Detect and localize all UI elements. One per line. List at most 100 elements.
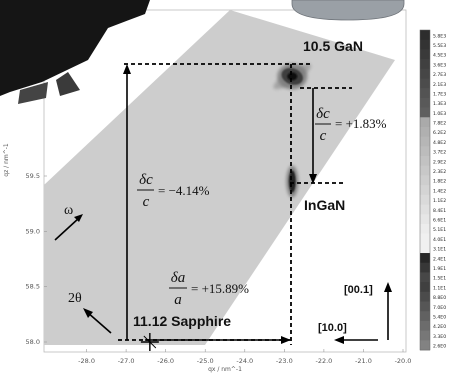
strain-c-gan-numerator: δc xyxy=(316,106,330,122)
colorbar-swatch xyxy=(420,30,430,41)
colorbar-label: 3.1E1 xyxy=(433,247,446,253)
arrowhead-right xyxy=(281,336,291,344)
dir-100-label: [10.0] xyxy=(318,322,347,334)
colorbar-label: 5.1E1 xyxy=(433,227,446,233)
colorbar-swatch xyxy=(420,78,430,89)
colorbar-swatch xyxy=(420,311,430,322)
x-axis-label: qx / nm^-1 xyxy=(208,366,242,373)
arrowhead-up xyxy=(123,64,131,74)
colorbar-label: 2.7E3 xyxy=(433,72,446,78)
y-axis-label: qz / nm^-1 xyxy=(3,143,10,177)
colorbar-label: 8.8E0 xyxy=(433,295,446,301)
colorbar-swatch xyxy=(420,126,430,138)
colorbar-swatch xyxy=(420,39,430,50)
omega-arrowhead xyxy=(74,214,83,222)
colorbar-swatch xyxy=(420,340,430,351)
colorbar-label: 5.4E0 xyxy=(433,314,446,320)
colorbar-label: 1.7E3 xyxy=(433,91,446,97)
strain-c-gan-value: = +1.83% xyxy=(335,116,387,131)
strain-a-denominator: a xyxy=(174,292,182,308)
dir-001-label: [00.1] xyxy=(344,284,373,296)
colorbar-label: 3.7E2 xyxy=(433,150,446,156)
colorbar-label: 4.0E1 xyxy=(433,237,446,243)
arrows xyxy=(54,64,392,344)
x-tick-label: -22.0 xyxy=(315,357,332,365)
colorbar-swatch xyxy=(420,204,430,215)
colorbar-label: 1.3E3 xyxy=(433,101,446,107)
colorbar-label: 2.6E0 xyxy=(433,344,446,350)
colorbar-frame xyxy=(419,29,431,351)
sapphire-peak-label: 11.12 Sapphire xyxy=(133,313,231,329)
colorbar-swatch xyxy=(420,253,430,264)
colorbar-label: 1.8E2 xyxy=(433,179,446,185)
y-tick-label: 59.5 xyxy=(26,172,40,180)
peak-blob xyxy=(287,72,298,81)
colorbar-swatch xyxy=(420,107,430,118)
colorbar-swatch xyxy=(420,262,430,273)
peak-2 xyxy=(140,333,159,351)
ingan-peak-label: InGaN xyxy=(304,197,345,213)
two-theta-label: 2θ xyxy=(68,291,82,306)
peak-0 xyxy=(273,63,312,90)
colorbar-swatch xyxy=(420,59,430,70)
x-tick-label: -23.0 xyxy=(276,357,293,365)
colorbar-swatch xyxy=(420,214,430,225)
strain-a-value: = +15.89% xyxy=(191,281,249,296)
scan-area xyxy=(44,10,395,345)
strain-c-sapphire-annotation: δc c = −4.14% xyxy=(137,172,210,210)
colorbar: 5.8E3 5.5E3 4.5E3 3.6E3 2.7E3 2.1E3 1.7E3 1.3E3… xyxy=(419,29,446,351)
two-theta-arrow xyxy=(86,311,112,334)
x-tick-label: -28.0 xyxy=(78,357,95,365)
colorbar-label: 2.9E2 xyxy=(433,159,446,165)
x-tick-label: -25.0 xyxy=(197,357,214,365)
colorbar-label: 1.4E2 xyxy=(433,188,446,194)
strain-a-numerator: δa xyxy=(171,270,185,286)
y-tick-label: 58.5 xyxy=(26,283,40,291)
omega-arrow xyxy=(54,217,80,241)
colorbar-label: 6.2E2 xyxy=(433,130,446,136)
strain-a-annotation: δa a = +15.89% xyxy=(169,270,249,308)
colorbar-swatch xyxy=(420,88,430,99)
colorbar-swatch xyxy=(420,68,430,79)
colorbar-label: 1.5E1 xyxy=(433,276,446,282)
colorbar-swatch xyxy=(420,223,430,235)
dir-100-arrowhead xyxy=(334,336,344,344)
colorbar-label: 4.2E0 xyxy=(433,324,446,330)
strain-c-sapphire-value: = −4.14% xyxy=(158,183,210,198)
colorbar-label: 3.6E3 xyxy=(433,62,446,68)
x-tick-label: -24.0 xyxy=(236,357,253,365)
colorbar-swatch xyxy=(420,136,430,147)
colorbar-label: 5.5E3 xyxy=(433,43,446,49)
colorbar-swatch xyxy=(420,291,430,302)
peak-cross xyxy=(143,335,157,349)
colorbar-label: 7.8E2 xyxy=(433,121,446,127)
colorbar-swatch xyxy=(420,146,430,157)
colorbar-label: 4.5E3 xyxy=(433,53,446,59)
y-tick-label: 59.0 xyxy=(26,227,40,235)
two-theta-arrowhead xyxy=(83,308,93,318)
colorbar-swatch xyxy=(420,156,430,167)
omega-label: ω xyxy=(64,203,73,218)
strain-c-sapphire-numerator: δc xyxy=(139,172,153,188)
x-tick-label: -27.0 xyxy=(118,357,135,365)
colorbar-label: 1.0E3 xyxy=(433,111,446,117)
legend-artifact xyxy=(291,0,405,21)
colorbar-swatch xyxy=(420,282,430,293)
colorbar-swatch xyxy=(420,301,430,312)
colorbar-label: 8.4E1 xyxy=(433,208,446,214)
colorbar-swatch xyxy=(420,117,430,128)
colorbar-label: 2.3E2 xyxy=(433,169,446,175)
colorbar-label: 5.8E3 xyxy=(433,33,446,39)
colorbar-label: 2.1E3 xyxy=(433,82,446,88)
colorbar-swatch xyxy=(420,185,430,196)
colorbar-label: 2.4E1 xyxy=(433,256,446,262)
colorbar-swatch xyxy=(420,272,430,283)
colorbar-label: 1.1E2 xyxy=(433,198,446,204)
scan-artifact xyxy=(0,0,150,104)
colorbar-swatch xyxy=(420,194,430,205)
colorbar-swatch xyxy=(420,233,430,244)
colorbar-label: 1.9E1 xyxy=(433,266,446,272)
y-axis-ticks: 58.0 58.5 59.0 59.5 xyxy=(26,172,47,346)
